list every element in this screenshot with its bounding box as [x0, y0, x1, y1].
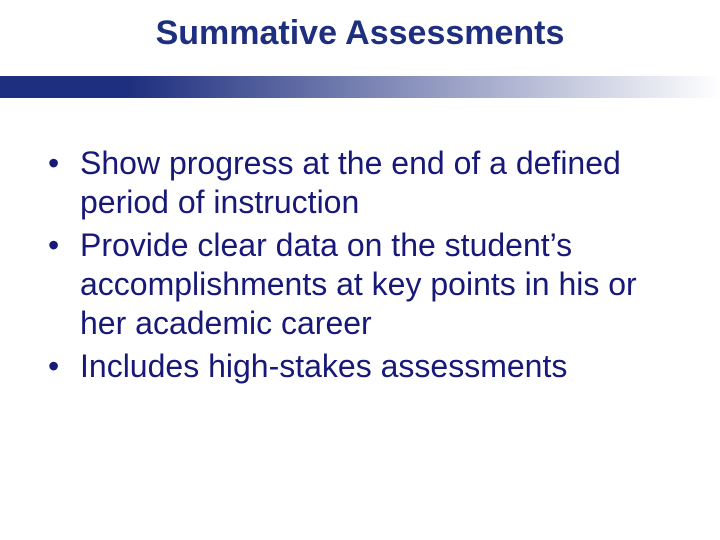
- bullet-icon: •: [48, 347, 59, 386]
- title-divider: [0, 76, 720, 98]
- list-item: • Provide clear data on the student’s ac…: [44, 226, 690, 343]
- list-item: • Includes high-stakes assessments: [44, 347, 690, 386]
- list-item: • Show progress at the end of a defined …: [44, 144, 690, 222]
- bullet-icon: •: [48, 144, 59, 183]
- bullet-text: Show progress at the end of a defined pe…: [80, 144, 690, 222]
- bullet-list: • Show progress at the end of a defined …: [44, 144, 690, 386]
- bullet-text: Includes high-stakes assessments: [80, 347, 690, 386]
- bullet-text: Provide clear data on the student’s acco…: [80, 226, 690, 343]
- content-area: • Show progress at the end of a defined …: [44, 144, 690, 390]
- slide-title: Summative Assessments: [0, 14, 720, 53]
- bullet-icon: •: [48, 226, 59, 265]
